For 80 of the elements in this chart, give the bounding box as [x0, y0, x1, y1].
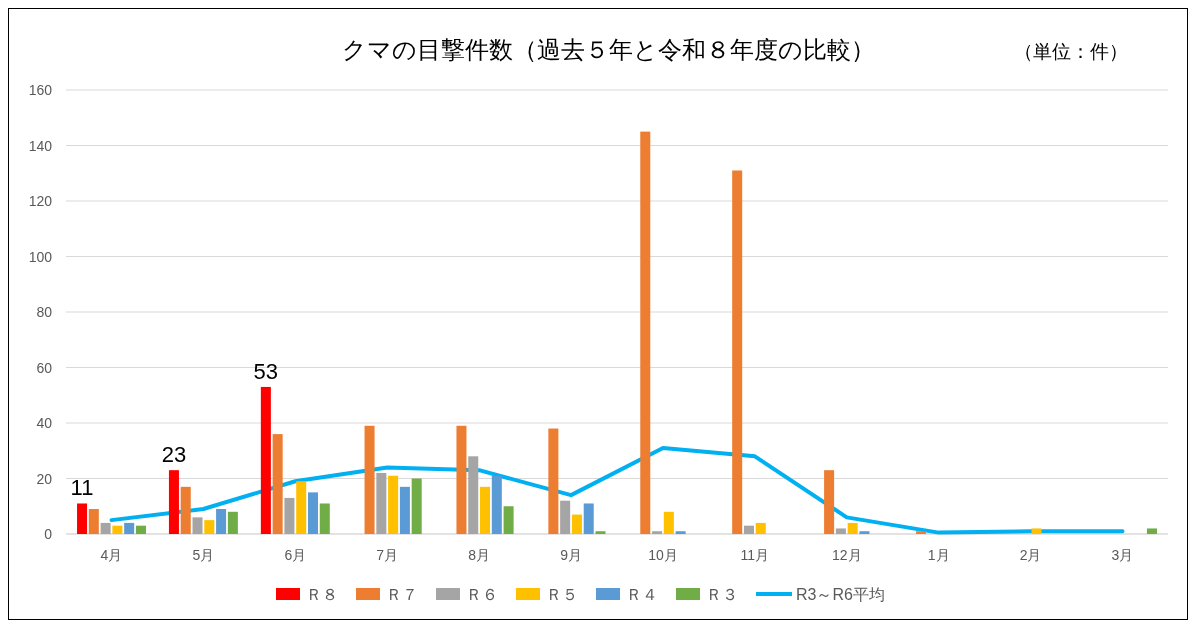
bar — [260, 386, 271, 534]
x-tick-label: 7月 — [376, 547, 399, 563]
y-tick-label: 0 — [44, 526, 53, 542]
data-label: 53 — [253, 358, 279, 384]
y-tick-label: 100 — [28, 248, 53, 265]
bar — [916, 531, 927, 534]
x-tick-label: 10月 — [648, 547, 678, 563]
bar — [180, 486, 191, 534]
x-tick-label: 1月 — [927, 547, 950, 563]
bar — [411, 478, 422, 534]
legend-label: Ｒ７ — [386, 586, 418, 603]
bar — [732, 170, 743, 534]
bar — [595, 531, 606, 534]
bar — [456, 425, 467, 534]
bar — [388, 475, 399, 534]
x-tick-label: 5月 — [192, 547, 215, 563]
bar — [272, 434, 283, 534]
bar — [480, 486, 491, 534]
y-tick-label: 120 — [28, 193, 53, 209]
bar — [847, 522, 858, 534]
y-tick-label: 160 — [28, 82, 53, 98]
legend-label: Ｒ６ — [466, 586, 498, 603]
x-tick-label: 4月 — [100, 547, 123, 563]
bar — [88, 509, 99, 534]
bar — [77, 503, 88, 534]
chart-title: クマの目撃件数（過去５年と令和８年度の比較） — [341, 36, 875, 63]
bar — [675, 531, 686, 534]
bar — [204, 520, 215, 534]
bar — [124, 522, 135, 534]
bar — [835, 528, 846, 534]
bar — [319, 503, 330, 534]
bar — [560, 500, 571, 534]
bar — [1146, 528, 1157, 534]
bar — [364, 425, 375, 534]
y-tick-label: 80 — [36, 304, 53, 320]
legend-label: Ｒ４ — [626, 586, 658, 603]
bar — [112, 525, 123, 534]
y-tick-label: 40 — [36, 415, 53, 431]
x-tick-label: 6月 — [284, 547, 307, 563]
legend-label: Ｒ８ — [306, 586, 338, 603]
bar — [548, 428, 559, 534]
bar — [663, 511, 674, 534]
bar — [216, 509, 227, 534]
legend-label: Ｒ３ — [706, 586, 738, 603]
bar — [100, 522, 111, 534]
x-tick-label: 3月 — [1111, 547, 1134, 563]
bar — [192, 517, 203, 534]
bar — [284, 497, 295, 534]
bar — [859, 531, 870, 534]
bar — [307, 492, 318, 534]
bar — [652, 531, 663, 534]
legend-label: R3～R6平均 — [796, 586, 885, 603]
x-tick-label: 2月 — [1019, 547, 1042, 563]
data-label: 11 — [70, 475, 94, 501]
bar — [583, 503, 594, 534]
y-tick-label: 20 — [36, 470, 53, 487]
y-tick-label: 60 — [36, 359, 53, 376]
x-tick-label: 9月 — [560, 547, 582, 563]
bar — [468, 456, 479, 534]
bar — [743, 525, 754, 534]
text: （単位：件） — [1014, 41, 1128, 62]
bar — [376, 472, 387, 534]
legend-label: Ｒ５ — [546, 586, 578, 603]
bar — [491, 475, 502, 534]
bar — [227, 511, 238, 534]
bar — [1031, 528, 1042, 534]
x-tick-label: 11月 — [740, 547, 770, 563]
bar — [824, 470, 835, 534]
bar — [296, 481, 307, 534]
bar — [503, 506, 514, 534]
bar — [168, 470, 179, 534]
bar — [571, 514, 582, 534]
data-label: 23 — [161, 442, 187, 468]
bar — [399, 486, 410, 534]
bar — [640, 131, 651, 534]
bar — [135, 525, 146, 534]
x-tick-label: 12月 — [831, 547, 862, 563]
y-tick-label: 140 — [28, 137, 53, 154]
bar — [755, 522, 766, 534]
x-tick-label: 8月 — [468, 547, 491, 563]
